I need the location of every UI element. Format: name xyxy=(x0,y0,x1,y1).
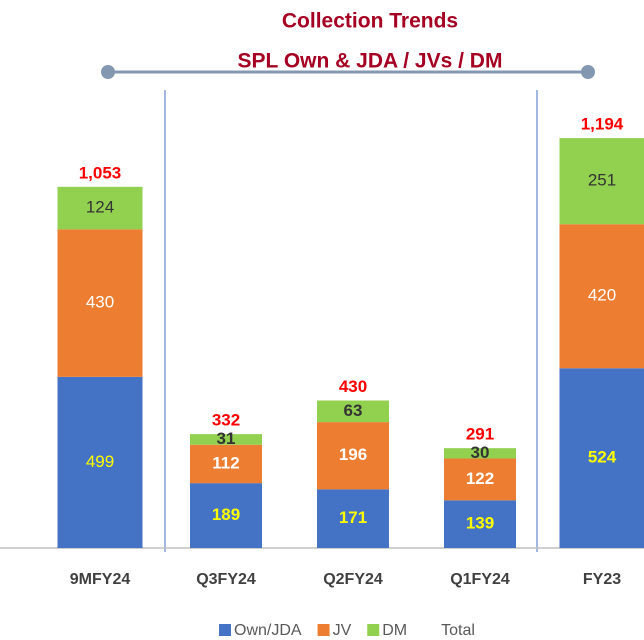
bar-segment xyxy=(317,489,389,548)
legend-swatch xyxy=(367,624,380,636)
total-label: 332 xyxy=(212,411,240,430)
legend-label: Own/JDA xyxy=(234,622,302,639)
legend-swatch xyxy=(317,624,330,636)
x-tick-label: Q1FY24 xyxy=(450,571,510,588)
bar-segment xyxy=(57,229,143,377)
total-label: 1,053 xyxy=(79,163,122,182)
total-label: 291 xyxy=(466,425,494,444)
value-label: 112 xyxy=(212,453,239,472)
bar-segment xyxy=(559,368,644,548)
value-label: 189 xyxy=(212,505,240,524)
value-label: 171 xyxy=(339,508,367,527)
x-tick-label: 9MFY24 xyxy=(70,571,131,588)
bar-segment xyxy=(317,422,389,490)
legend-label: DM xyxy=(382,622,407,639)
value-label: 30 xyxy=(471,443,490,462)
value-label: 139 xyxy=(466,514,494,533)
bar-segment xyxy=(444,458,516,501)
bar-segment xyxy=(559,224,644,369)
chart-title: Collection Trends xyxy=(282,10,458,33)
total-label: 430 xyxy=(339,377,367,396)
bar-segment xyxy=(559,138,644,225)
bar-segment xyxy=(444,500,516,548)
value-label: 63 xyxy=(344,401,363,420)
bar-segment xyxy=(57,376,143,548)
value-label: 31 xyxy=(217,429,236,448)
bar-segment xyxy=(190,434,262,445)
value-label: 430 xyxy=(86,293,114,312)
value-label: 524 xyxy=(588,448,617,467)
x-tick-label: Q3FY24 xyxy=(196,571,256,588)
total-label: 1,194 xyxy=(581,115,624,134)
legend-label: Total xyxy=(441,622,475,639)
x-tick-label: FY23 xyxy=(583,571,621,588)
value-label: 499 xyxy=(86,452,114,471)
value-label: 251 xyxy=(588,171,616,190)
bar-segment xyxy=(57,186,143,230)
rule-end xyxy=(581,65,595,79)
bar-segment xyxy=(444,448,516,459)
legend-swatch xyxy=(219,624,231,636)
x-tick-label: Q2FY24 xyxy=(323,571,383,588)
value-label: 420 xyxy=(588,286,616,305)
value-label: 124 xyxy=(86,198,114,217)
bar-segment xyxy=(190,483,262,548)
bar-segment xyxy=(190,444,262,484)
rule-end xyxy=(101,65,115,79)
chart-subtitle: SPL Own & JDA / JVs / DM xyxy=(238,50,503,73)
legend-label: JV xyxy=(333,622,352,639)
value-label: 122 xyxy=(466,469,494,488)
value-label: 196 xyxy=(339,445,367,464)
bar-segment xyxy=(317,400,389,423)
